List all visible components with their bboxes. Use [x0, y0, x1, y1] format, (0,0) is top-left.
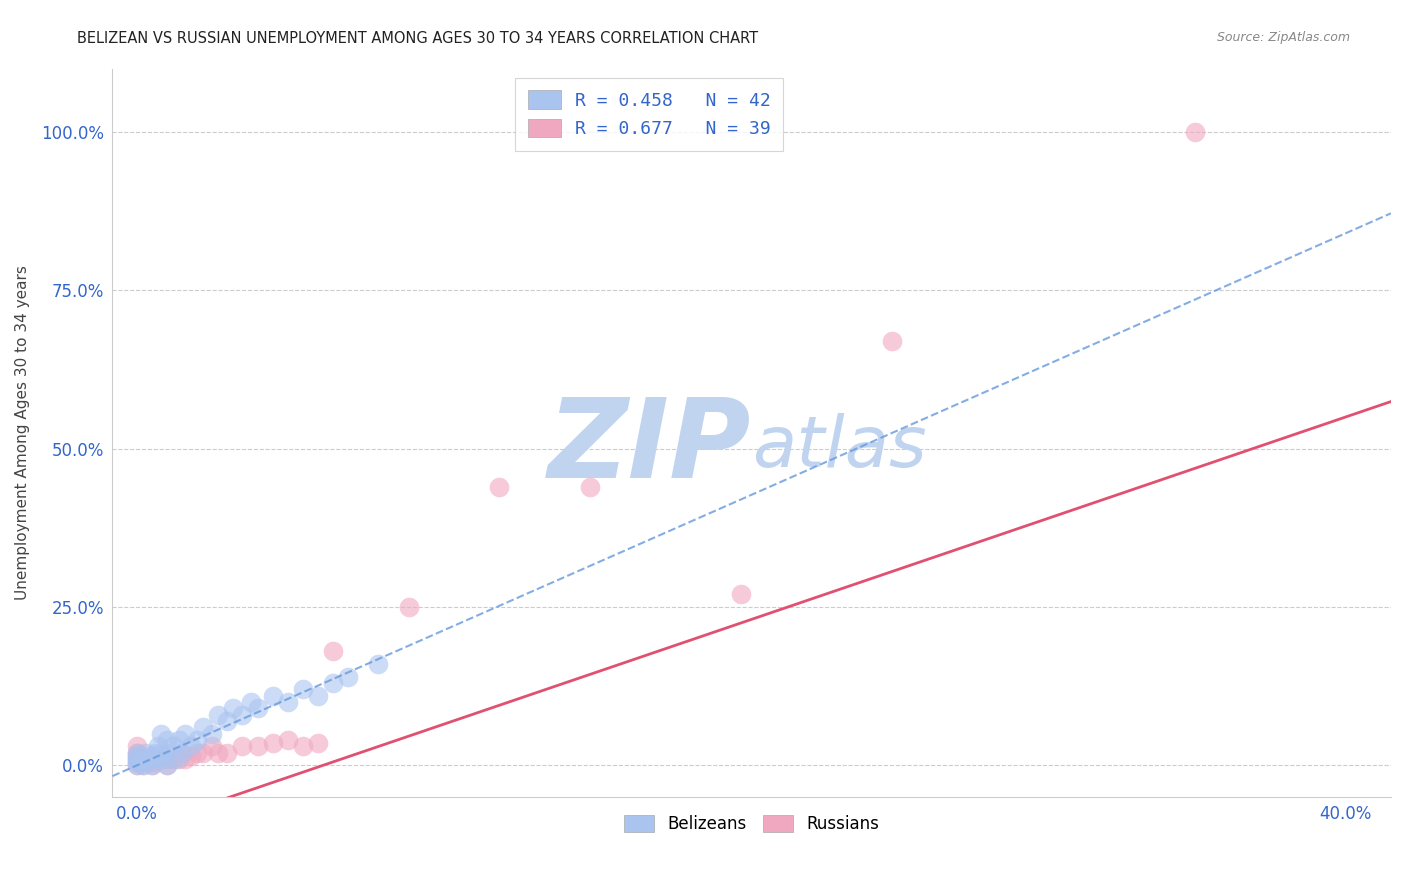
Point: [322, 676, 344, 690]
Point: [579, 480, 602, 494]
Point: [125, 748, 148, 763]
Point: [170, 746, 193, 760]
Point: [882, 334, 904, 348]
Point: [191, 746, 214, 760]
Point: [135, 756, 157, 770]
Point: [186, 733, 208, 747]
Point: [240, 695, 263, 709]
Point: [291, 739, 314, 754]
Point: [135, 752, 157, 766]
Point: [125, 758, 148, 772]
Point: [246, 701, 269, 715]
Point: [141, 758, 163, 772]
Point: [307, 736, 329, 750]
Point: [277, 695, 299, 709]
Point: [217, 746, 239, 760]
Point: [167, 733, 190, 747]
Point: [488, 480, 510, 494]
Point: [174, 727, 197, 741]
Point: [141, 758, 163, 772]
Point: [165, 752, 187, 766]
Legend: R = 0.458   N = 42, R = 0.677   N = 39: R = 0.458 N = 42, R = 0.677 N = 39: [516, 78, 783, 151]
Point: [162, 739, 184, 754]
Point: [262, 736, 284, 750]
Point: [141, 748, 163, 763]
Point: [141, 752, 163, 766]
Point: [156, 752, 179, 766]
Point: [231, 739, 253, 754]
Point: [730, 587, 752, 601]
Point: [125, 746, 148, 760]
Point: [149, 752, 172, 766]
Point: [135, 746, 157, 760]
Point: [207, 746, 229, 760]
Point: [262, 689, 284, 703]
Point: [191, 721, 214, 735]
Point: [307, 689, 329, 703]
Point: [153, 752, 176, 766]
Point: [125, 739, 148, 754]
Point: [246, 739, 269, 754]
Point: [125, 746, 148, 760]
Point: [231, 707, 253, 722]
Text: atlas: atlas: [752, 413, 927, 482]
Point: [131, 758, 153, 772]
Point: [149, 727, 172, 741]
Point: [1184, 125, 1206, 139]
Point: [125, 748, 148, 763]
Point: [131, 758, 153, 772]
Point: [146, 752, 169, 766]
Point: [146, 752, 169, 766]
Point: [143, 756, 166, 770]
Point: [201, 739, 224, 754]
Point: [398, 600, 420, 615]
Point: [337, 670, 360, 684]
Point: [156, 758, 179, 772]
Point: [367, 657, 389, 671]
Point: [322, 644, 344, 658]
Point: [207, 707, 229, 722]
Point: [125, 756, 148, 770]
Text: Source: ZipAtlas.com: Source: ZipAtlas.com: [1216, 31, 1350, 45]
Point: [143, 746, 166, 760]
Point: [174, 752, 197, 766]
Text: ZIP: ZIP: [548, 394, 752, 501]
Point: [291, 682, 314, 697]
Point: [277, 733, 299, 747]
Point: [180, 748, 202, 763]
Point: [138, 756, 160, 770]
Point: [156, 746, 179, 760]
Y-axis label: Unemployment Among Ages 30 to 34 years: Unemployment Among Ages 30 to 34 years: [15, 266, 30, 600]
Point: [217, 714, 239, 728]
Point: [170, 746, 193, 760]
Point: [125, 756, 148, 770]
Point: [138, 752, 160, 766]
Point: [156, 758, 179, 772]
Text: BELIZEAN VS RUSSIAN UNEMPLOYMENT AMONG AGES 30 TO 34 YEARS CORRELATION CHART: BELIZEAN VS RUSSIAN UNEMPLOYMENT AMONG A…: [77, 31, 758, 46]
Point: [162, 752, 184, 766]
Point: [146, 739, 169, 754]
Point: [125, 758, 148, 772]
Point: [125, 752, 148, 766]
Point: [201, 727, 224, 741]
Point: [180, 739, 202, 754]
Point: [167, 752, 190, 766]
Point: [125, 752, 148, 766]
Point: [149, 746, 172, 760]
Point: [156, 733, 179, 747]
Point: [186, 746, 208, 760]
Point: [222, 701, 245, 715]
